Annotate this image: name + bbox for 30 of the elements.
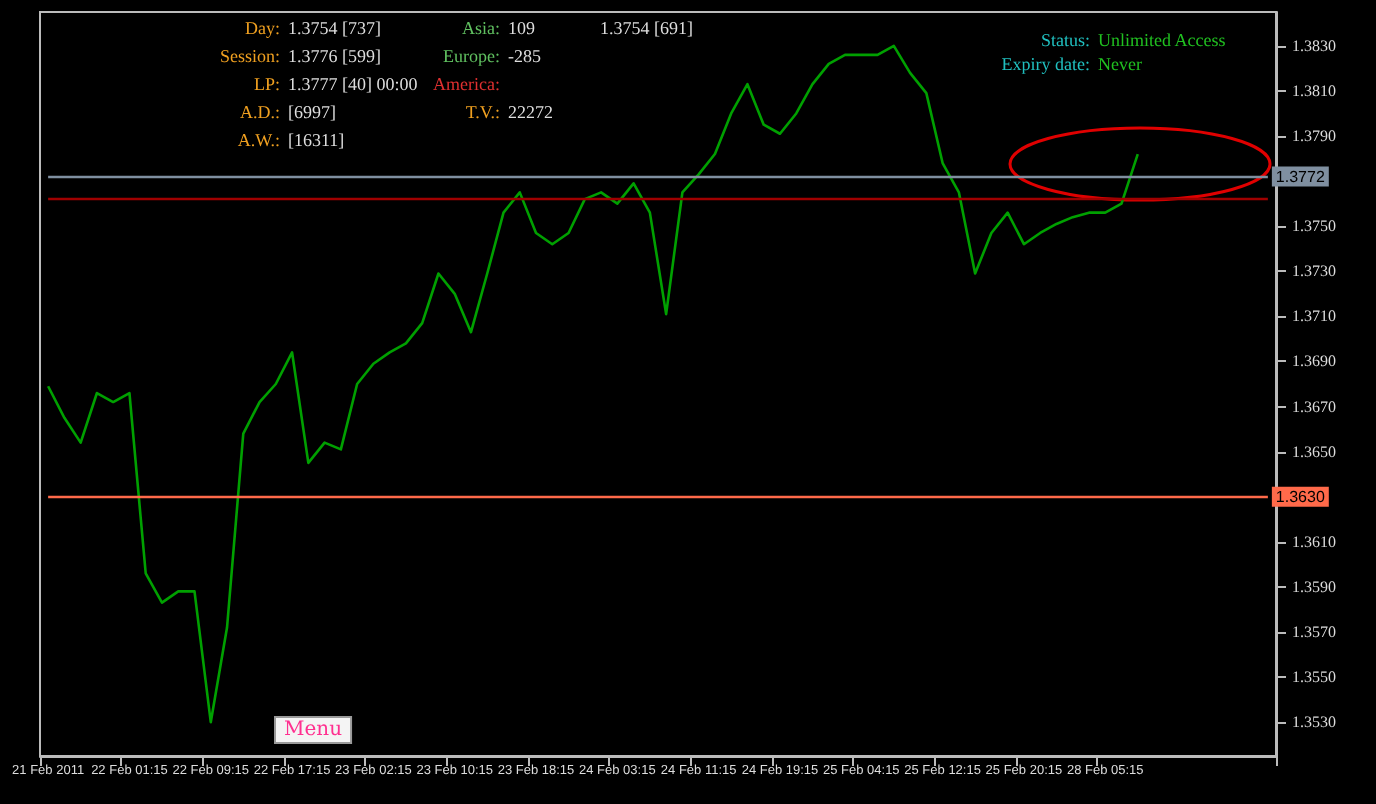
y-tick-label: 1.3830 [1292, 36, 1336, 55]
y-tick-label: 1.3710 [1292, 307, 1336, 326]
annotation: A.D.: [6997] [240, 102, 336, 122]
y-tick-label: 1.3570 [1292, 623, 1336, 641]
annotation: LP: 1.3777 [40] 00:00 [253, 74, 419, 94]
y-tick-label: 1.3530 [1292, 713, 1336, 732]
y-tick-label: 1.3590 [1292, 577, 1336, 596]
annotation: Day: 1.3754 [737] [245, 18, 381, 38]
annotation: Session: 1.3776 [599] [219, 46, 381, 66]
y-tick-label: 1.3670 [1292, 397, 1336, 416]
y-tick-label: 1.3690 [1292, 352, 1336, 371]
ref-line-label: 1.3772 [1275, 167, 1326, 186]
y-tick-label: 1.3810 [1292, 81, 1336, 100]
line-series [46, 44, 1140, 724]
y-tick-label: 1.3790 [1292, 127, 1336, 145]
annotation: A.W.: [16311] [237, 130, 345, 150]
annotation: Menu [284, 719, 344, 741]
annotation: Status: Unlimited Access [1040, 30, 1227, 50]
annotation: Asia: 109 [462, 18, 536, 38]
y-tick-label: 1.3550 [1292, 668, 1336, 687]
annotation: Expiry date: Never [1001, 54, 1142, 74]
y-tick-label: 1.3750 [1292, 217, 1336, 236]
annotation: 1.3754 [691] [600, 18, 693, 38]
annotation: Europe: -285 [443, 46, 542, 66]
annotation: T.V.: 22272 [465, 102, 553, 122]
annotation: America: [433, 74, 500, 94]
y-tick-label: 1.3730 [1292, 262, 1336, 281]
y-tick-label: 1.3650 [1292, 442, 1336, 461]
y-tick-label: 1.3610 [1292, 532, 1336, 551]
ref-line-label: 1.3630 [1275, 487, 1326, 506]
